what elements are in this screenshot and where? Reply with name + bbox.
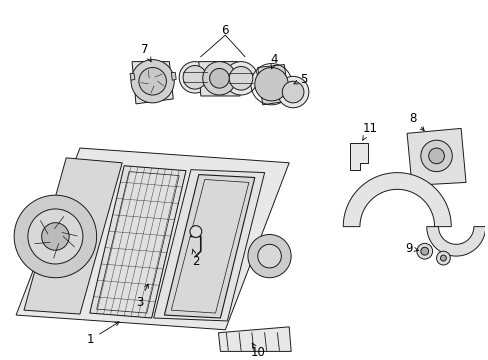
- Polygon shape: [406, 129, 465, 185]
- Circle shape: [203, 62, 236, 95]
- Circle shape: [131, 60, 174, 103]
- Circle shape: [416, 243, 432, 259]
- Polygon shape: [24, 158, 122, 314]
- Text: 1: 1: [87, 322, 119, 346]
- Polygon shape: [426, 227, 485, 256]
- Circle shape: [436, 251, 449, 265]
- Circle shape: [229, 67, 252, 90]
- Polygon shape: [130, 73, 135, 80]
- Text: 9: 9: [405, 242, 418, 255]
- Text: 2: 2: [192, 249, 199, 267]
- Circle shape: [254, 67, 287, 101]
- Circle shape: [179, 62, 210, 93]
- Circle shape: [14, 195, 97, 278]
- Polygon shape: [164, 175, 254, 318]
- Polygon shape: [257, 64, 288, 105]
- Text: 7: 7: [141, 43, 151, 62]
- Circle shape: [257, 244, 281, 268]
- Circle shape: [209, 68, 229, 88]
- Polygon shape: [349, 143, 367, 170]
- Polygon shape: [153, 170, 264, 321]
- Circle shape: [282, 81, 304, 103]
- Text: 4: 4: [270, 53, 278, 69]
- Text: 10: 10: [250, 343, 264, 359]
- Text: 6: 6: [221, 24, 228, 37]
- Circle shape: [428, 148, 444, 164]
- Circle shape: [420, 140, 451, 172]
- Circle shape: [277, 76, 308, 108]
- Circle shape: [190, 226, 202, 238]
- Text: 5: 5: [293, 73, 307, 86]
- Circle shape: [440, 255, 446, 261]
- Text: 3: 3: [136, 284, 148, 309]
- Polygon shape: [90, 166, 185, 318]
- Polygon shape: [16, 148, 288, 330]
- Polygon shape: [132, 62, 173, 104]
- Text: 8: 8: [408, 112, 423, 131]
- Circle shape: [139, 67, 166, 95]
- Circle shape: [41, 223, 69, 250]
- Polygon shape: [218, 327, 290, 351]
- Circle shape: [420, 247, 428, 255]
- Polygon shape: [199, 62, 240, 96]
- Circle shape: [224, 62, 257, 95]
- Circle shape: [28, 209, 83, 264]
- Circle shape: [183, 66, 206, 89]
- Polygon shape: [343, 173, 450, 227]
- Circle shape: [247, 234, 290, 278]
- Text: 11: 11: [362, 122, 376, 140]
- Polygon shape: [171, 72, 176, 80]
